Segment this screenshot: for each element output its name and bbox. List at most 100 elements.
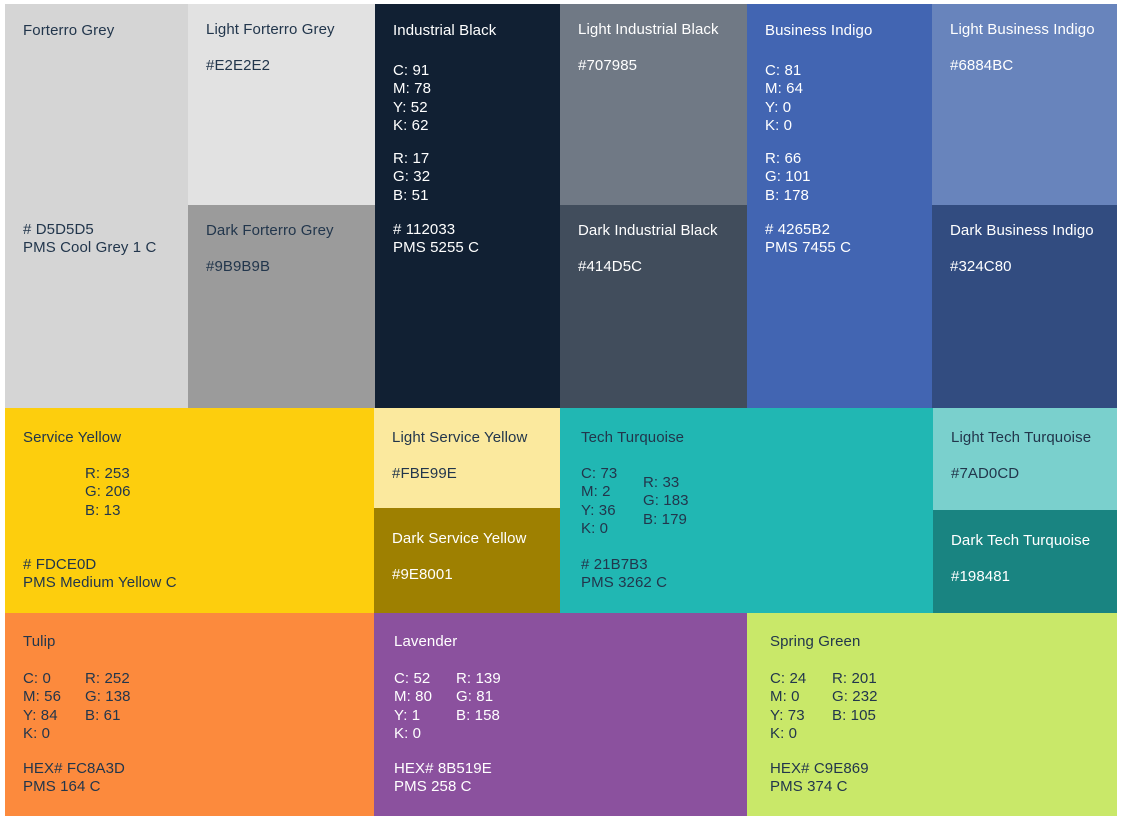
swatch-dark-business-indigo: Dark Business Indigo #324C80 — [932, 205, 1117, 408]
rgb-r: R: 201 — [832, 670, 877, 687]
hex-value: # 112033 — [393, 221, 456, 238]
rgb-b: B: 51 — [393, 186, 429, 204]
hex-pms-group: HEX# FC8A3D PMS 164 C — [23, 760, 125, 797]
hex-value: #707985 — [578, 57, 637, 75]
hex-value: #FBE99E — [392, 465, 457, 482]
swatch-title: Light Business Indigo — [950, 21, 1095, 38]
cmyk-values: C: 91 M: 78 Y: 52 K: 62 — [393, 62, 431, 136]
swatch-business-indigo: Business Indigo C: 81 M: 64 Y: 0 K: 0 R:… — [747, 4, 932, 408]
swatch-dark-service-yellow: Dark Service Yellow #9E8001 — [374, 508, 560, 613]
hex-value: #198481 — [951, 568, 1011, 585]
hex-value: #E2E2E2 — [206, 57, 270, 75]
swatch-title: Lavender — [394, 633, 458, 650]
pms-value: PMS 164 C — [23, 778, 101, 796]
swatch-dark-industrial-black: Dark Industrial Black #414D5C — [560, 205, 747, 408]
rgb-g: G: 206 — [85, 483, 131, 501]
hex-value: # 21B7B3 — [581, 556, 648, 573]
rgb-values: R: 253 G: 206 B: 13 — [85, 465, 131, 520]
cmyk-c: C: 52 — [394, 670, 431, 687]
rgb-b: B: 105 — [832, 706, 876, 724]
pms-value: PMS 5255 C — [393, 239, 480, 257]
cmyk-m: M: 0 — [770, 688, 800, 706]
rgb-values: R: 66 G: 101 B: 178 — [765, 150, 811, 205]
cmyk-values: C: 52 M: 80 Y: 1 K: 0 — [394, 670, 432, 744]
swatch-title: Light Tech Turquoise — [951, 429, 1092, 446]
swatch-industrial-black: Industrial Black C: 91 M: 78 Y: 52 K: 62… — [375, 4, 560, 408]
hex-value: #9E8001 — [392, 566, 453, 584]
cmyk-k: K: 0 — [581, 520, 609, 538]
hex-value: #9B9B9B — [206, 258, 271, 275]
cmyk-m: M: 56 — [23, 688, 62, 706]
hex-pms-group: # D5D5D5 PMS Cool Grey 1 C — [23, 221, 156, 258]
swatch-light-tech-turquoise: Light Tech Turquoise #7AD0CD — [933, 408, 1117, 510]
hex-value: #414D5C — [578, 258, 642, 276]
pms-value: PMS 374 C — [770, 778, 848, 796]
cmyk-values: C: 0 M: 56 Y: 84 K: 0 — [23, 670, 61, 744]
cmyk-c: C: 24 — [770, 670, 807, 687]
cmyk-k: K: 0 — [770, 725, 798, 743]
cmyk-c: C: 0 — [23, 670, 51, 687]
swatch-service-yellow: Service Yellow R: 253 G: 206 B: 13 # FDC… — [5, 408, 374, 613]
cmyk-c: C: 73 — [581, 465, 618, 482]
cmyk-y: Y: 1 — [394, 706, 421, 724]
cmyk-y: Y: 73 — [770, 706, 805, 724]
cmyk-k: K: 0 — [23, 725, 51, 743]
pms-value: PMS 258 C — [394, 778, 472, 796]
rgb-b: B: 13 — [85, 501, 121, 519]
hex-value: HEX# 8B519E — [394, 760, 492, 777]
swatch-tulip: Tulip C: 0 M: 56 Y: 84 K: 0 R: 252 G: 13… — [5, 613, 374, 816]
swatch-title: Light Service Yellow — [392, 429, 528, 446]
swatch-dark-tech-turquoise: Dark Tech Turquoise #198481 — [933, 510, 1117, 613]
rgb-r: R: 253 — [85, 465, 130, 482]
hex-value: #6884BC — [950, 57, 1013, 75]
rgb-r: R: 33 — [643, 474, 680, 491]
cmyk-y: Y: 36 — [581, 501, 616, 519]
rgb-values: R: 139 G: 81 B: 158 — [456, 670, 501, 725]
hex-value: #198481 — [951, 568, 1010, 586]
cmyk-values: C: 81 M: 64 Y: 0 K: 0 — [765, 62, 803, 136]
cmyk-m: M: 64 — [765, 80, 804, 98]
rgb-b: B: 158 — [456, 706, 500, 724]
rgb-g: G: 32 — [393, 168, 431, 186]
pms-value: PMS 3262 C — [581, 574, 668, 592]
hex-value: #7AD0CD — [951, 465, 1020, 482]
hex-pms-group: # 21B7B3 PMS 3262 C — [581, 556, 667, 593]
hex-pms-group: # FDCE0D PMS Medium Yellow C — [23, 556, 177, 593]
hex-value: #414D5C — [578, 258, 643, 275]
rgb-g: G: 101 — [765, 168, 811, 186]
cmyk-k: K: 0 — [765, 117, 793, 135]
rgb-values: R: 201 G: 232 B: 105 — [832, 670, 878, 725]
hex-value: # FDCE0D — [23, 556, 97, 573]
swatch-light-service-yellow: Light Service Yellow #FBE99E — [374, 408, 560, 508]
rgb-values: R: 17 G: 32 B: 51 — [393, 150, 430, 205]
rgb-r: R: 66 — [765, 150, 802, 167]
hex-value: #324C80 — [950, 258, 1012, 276]
swatch-title: Industrial Black — [393, 22, 497, 39]
hex-value: # D5D5D5 — [23, 221, 94, 238]
swatch-title: Dark Industrial Black — [578, 222, 718, 239]
swatch-spring-green: Spring Green C: 24 M: 0 Y: 73 K: 0 R: 20… — [747, 613, 1117, 816]
hex-pms-group: # 112033 PMS 5255 C — [393, 221, 479, 258]
hex-pms-group: # 4265B2 PMS 7455 C — [765, 221, 851, 258]
cmyk-values: C: 24 M: 0 Y: 73 K: 0 — [770, 670, 806, 744]
swatch-title: Tulip — [23, 633, 56, 650]
rgb-g: G: 138 — [85, 688, 131, 706]
swatch-light-industrial-black: Light Industrial Black #707985 — [560, 4, 747, 205]
swatch-title: Light Forterro Grey — [206, 21, 335, 38]
cmyk-k: K: 0 — [394, 725, 422, 743]
hex-value: #707985 — [578, 57, 638, 74]
hex-value: #E2E2E2 — [206, 57, 271, 74]
rgb-values: R: 33 G: 183 B: 179 — [643, 474, 689, 529]
hex-value: #FBE99E — [392, 465, 457, 483]
rgb-r: R: 17 — [393, 150, 430, 167]
hex-value: HEX# C9E869 — [770, 760, 869, 777]
cmyk-c: C: 81 — [765, 62, 802, 79]
swatch-title: Dark Forterro Grey — [206, 222, 334, 239]
rgb-r: R: 252 — [85, 670, 130, 687]
swatch-lavender: Lavender C: 52 M: 80 Y: 1 K: 0 R: 139 G:… — [374, 613, 747, 816]
swatch-title: Light Industrial Black — [578, 21, 719, 38]
pms-value: PMS Cool Grey 1 C — [23, 239, 157, 257]
swatch-title: Tech Turquoise — [581, 429, 685, 446]
swatch-light-forterro-grey: Light Forterro Grey #E2E2E2 — [188, 4, 375, 205]
swatch-title: Forterro Grey — [23, 22, 115, 39]
